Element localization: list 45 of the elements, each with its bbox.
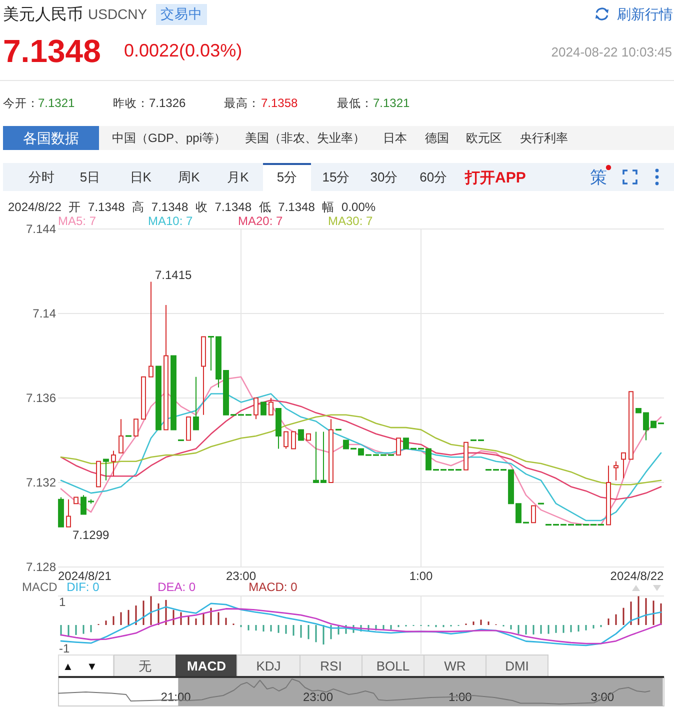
- text: 日本: [383, 131, 407, 146]
- text: BOLL: [376, 658, 410, 674]
- text: 分时: [28, 170, 55, 185]
- annotation: 7.1299: [72, 528, 110, 542]
- text: 60分: [420, 170, 448, 185]
- text: 德国: [425, 131, 449, 146]
- text: 刷新行情: [617, 6, 673, 22]
- text: 7.1326: [149, 96, 186, 110]
- text: 欧元区: [466, 131, 502, 146]
- text: 5分: [276, 170, 298, 185]
- text: 无: [138, 658, 152, 674]
- text: 月K: [227, 170, 250, 185]
- text: 周K: [178, 170, 200, 185]
- text: 中国（GDP、ppi等）: [112, 131, 226, 146]
- text: 7.1348: [3, 33, 101, 70]
- text: 2024-08-22 10:03:45: [551, 44, 672, 60]
- text: 央行利率: [520, 131, 568, 146]
- text: 5日: [80, 170, 100, 185]
- text: 30分: [370, 170, 398, 185]
- text: 日K: [130, 170, 152, 185]
- text: 7.1321: [373, 96, 410, 110]
- text: ▲: [62, 660, 74, 673]
- text: DMI: [505, 658, 529, 674]
- text: 美国（非农、失业率）: [245, 131, 365, 146]
- text: USDCNY: [88, 6, 148, 22]
- text: MACD: [187, 658, 226, 674]
- text: RSI: [320, 658, 342, 674]
- text: 今开：: [3, 97, 39, 110]
- text: 打开APP: [464, 169, 526, 186]
- text: WR: [444, 658, 466, 674]
- text: 策: [590, 168, 607, 187]
- text: ▼: [86, 660, 98, 673]
- text: 各国数据: [23, 130, 79, 146]
- text: 7.1358: [261, 96, 298, 110]
- text: 交易中: [160, 6, 202, 22]
- text: 最低：: [337, 97, 373, 110]
- text: 15分: [322, 170, 350, 185]
- text: 0.0022(0.03%): [124, 40, 242, 60]
- text: 7.1321: [38, 96, 76, 110]
- text: KDJ: [256, 658, 281, 674]
- subtitle: 2024/8/22 开 7.1348 高 7.1348 收 7.1348 低 7.1348 幅 0.00%: [8, 200, 376, 214]
- text: 美元人民币: [3, 6, 83, 24]
- text: 昨收：: [113, 97, 149, 110]
- annotation: 7.1415: [155, 268, 192, 282]
- text: 最高：: [224, 96, 260, 110]
